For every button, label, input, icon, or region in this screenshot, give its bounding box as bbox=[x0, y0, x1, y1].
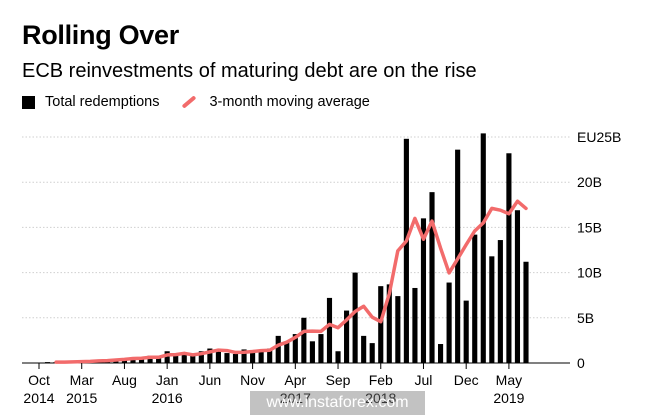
x-tick-year-label: 2019 bbox=[493, 390, 524, 406]
legend-line-label: 3-month moving average bbox=[209, 94, 370, 110]
bar bbox=[352, 272, 358, 363]
x-tick-year-label: 2015 bbox=[66, 390, 97, 406]
x-tick-label: Oct bbox=[28, 372, 50, 388]
bar bbox=[284, 342, 290, 363]
bar bbox=[429, 192, 435, 363]
chart-subtitle: ECB reinvestments of maturing debt are o… bbox=[22, 60, 477, 82]
bar bbox=[318, 334, 324, 363]
x-tick-label: Feb bbox=[369, 372, 393, 388]
bar bbox=[386, 284, 392, 363]
x-tick-label: Jul bbox=[415, 372, 433, 388]
bar bbox=[523, 261, 529, 363]
y-tick-label: 10B bbox=[577, 265, 602, 281]
bar bbox=[138, 358, 145, 363]
bar bbox=[506, 153, 512, 363]
bar bbox=[344, 310, 350, 363]
y-tick-label: 5B bbox=[577, 310, 594, 326]
y-tick-label: 0 bbox=[577, 355, 585, 371]
x-tick-label: Apr bbox=[284, 372, 306, 388]
bar bbox=[335, 351, 341, 363]
bar bbox=[190, 355, 196, 363]
bar bbox=[241, 349, 247, 363]
x-tick-year-label: 2018 bbox=[365, 390, 396, 406]
x-tick-label: Mar bbox=[70, 372, 94, 388]
x-tick-label: Jan bbox=[156, 372, 179, 388]
bar bbox=[292, 334, 298, 363]
bar bbox=[361, 335, 367, 363]
bar bbox=[267, 348, 273, 363]
bar bbox=[207, 348, 213, 363]
bar bbox=[275, 335, 281, 363]
bar bbox=[181, 353, 187, 363]
bar bbox=[250, 351, 256, 363]
bar bbox=[301, 317, 307, 363]
legend-bars-label: Total redemptions bbox=[45, 94, 160, 110]
watermark: www.instaforex.com bbox=[250, 391, 425, 415]
bar bbox=[514, 210, 521, 363]
bar bbox=[446, 282, 452, 363]
bar bbox=[463, 300, 469, 363]
x-tick-year-label: 2014 bbox=[23, 390, 54, 406]
bar bbox=[326, 297, 333, 363]
bar bbox=[403, 138, 409, 363]
chart-legend: Total redemptions 3-month moving average bbox=[22, 94, 392, 110]
bar bbox=[378, 286, 384, 363]
bar bbox=[437, 344, 444, 363]
chart-title: Rolling Over bbox=[22, 20, 179, 50]
bar bbox=[480, 133, 486, 363]
x-tick-label: Sep bbox=[326, 372, 351, 388]
legend-item-bars: Total redemptions bbox=[22, 94, 159, 110]
bar bbox=[258, 351, 264, 363]
bar bbox=[215, 350, 221, 363]
bar bbox=[173, 354, 179, 363]
x-tick-label: Nov bbox=[240, 372, 265, 388]
bar bbox=[472, 234, 478, 363]
x-tick-year-label: 2016 bbox=[152, 390, 183, 406]
bar bbox=[164, 351, 170, 363]
bar bbox=[232, 353, 239, 363]
bar bbox=[497, 240, 503, 363]
bar bbox=[309, 341, 315, 363]
bar bbox=[198, 351, 204, 363]
x-tick-year-label: 2017 bbox=[280, 390, 311, 406]
bar bbox=[156, 357, 162, 363]
x-tick-label: Dec bbox=[454, 372, 479, 388]
legend-bar-swatch bbox=[22, 95, 35, 109]
bar bbox=[369, 343, 375, 363]
x-tick-label: May bbox=[496, 372, 522, 388]
y-tick-label: EU25B bbox=[577, 129, 621, 145]
y-tick-label: 20B bbox=[577, 174, 602, 190]
bar bbox=[420, 218, 427, 363]
x-tick-label: Jun bbox=[199, 372, 222, 388]
bar bbox=[412, 287, 418, 363]
bar bbox=[147, 355, 153, 363]
legend-item-line: 3-month moving average bbox=[181, 94, 370, 110]
bar bbox=[224, 353, 230, 363]
y-tick-label: 15B bbox=[577, 219, 602, 235]
bar bbox=[130, 357, 136, 363]
bar bbox=[489, 256, 495, 363]
bar bbox=[395, 296, 401, 363]
x-tick-label: Aug bbox=[112, 372, 137, 388]
moving-average-line bbox=[54, 199, 528, 364]
